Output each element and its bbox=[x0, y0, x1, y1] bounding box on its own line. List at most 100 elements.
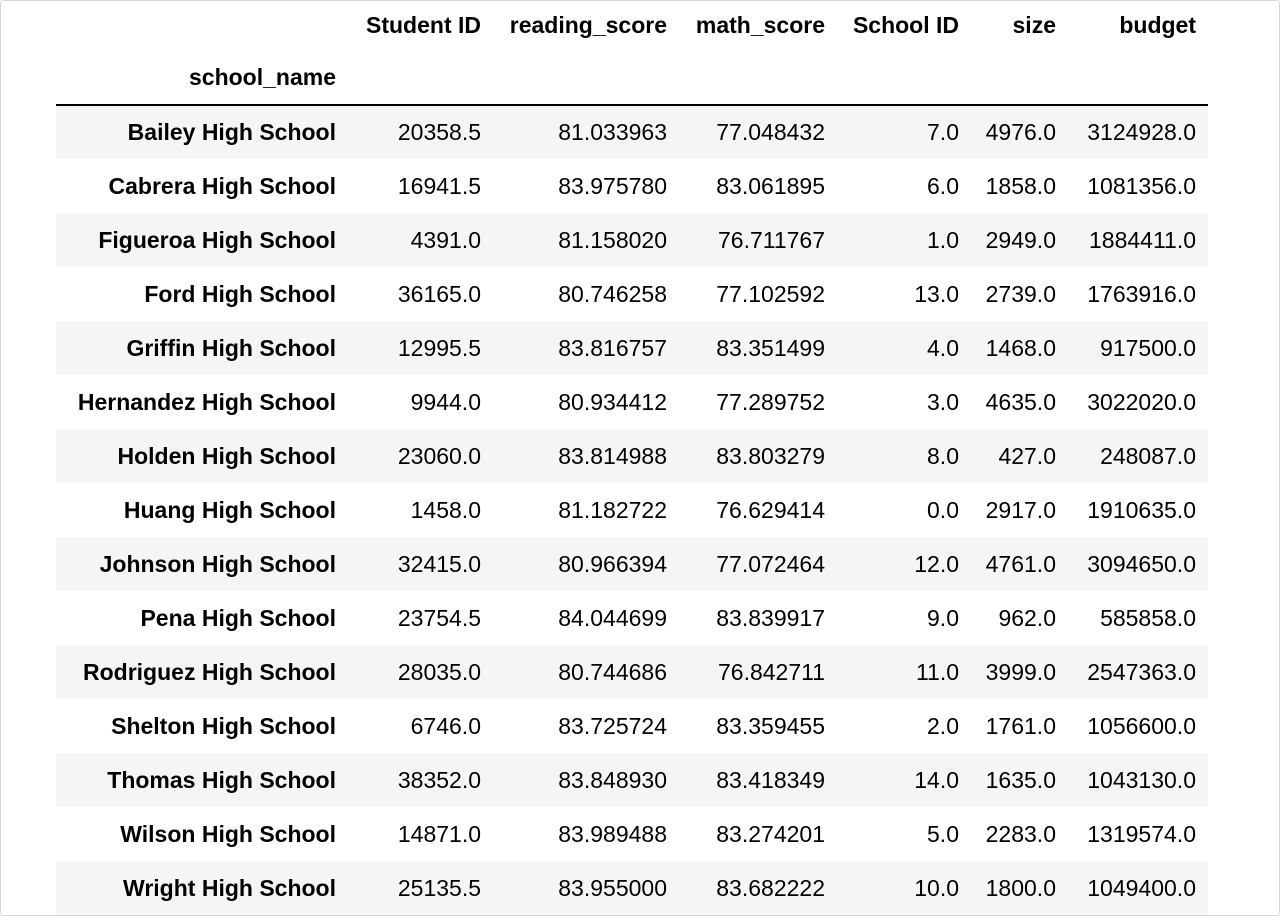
table-cell: 4976.0 bbox=[985, 119, 1056, 145]
table-cell: 1056600.0 bbox=[1087, 712, 1196, 739]
column-header: Student ID bbox=[366, 11, 481, 38]
row-index-label: Griffin High School bbox=[126, 334, 336, 361]
table-cell: 1468.0 bbox=[985, 334, 1056, 361]
table-cell: 83.955000 bbox=[558, 874, 667, 901]
dataframe-table: Student ID reading_score math_score Scho… bbox=[56, 0, 1208, 915]
table-cell: 1910635.0 bbox=[1087, 496, 1196, 523]
column-header: School ID bbox=[852, 11, 959, 38]
row-index-label: Pena High School bbox=[140, 604, 336, 631]
table-row: Holden High School 23060.0 83.814988 83.803… bbox=[56, 429, 1208, 483]
table-cell: 5.0 bbox=[927, 820, 959, 847]
table-cell: 1319574.0 bbox=[1087, 820, 1196, 847]
row-index-label: Bailey High School bbox=[127, 119, 336, 145]
table-cell: 427.0 bbox=[998, 442, 1056, 469]
row-index-label: Wright High School bbox=[123, 874, 336, 901]
table-row: Rodriguez High School 28035.0 80.744686 76.… bbox=[56, 645, 1208, 699]
table-cell: 4391.0 bbox=[410, 226, 481, 253]
table-cell: 9.0 bbox=[927, 604, 959, 631]
table-cell: 962.0 bbox=[998, 604, 1056, 631]
table-cell: 13.0 bbox=[914, 280, 959, 307]
table-row: Wilson High School 14871.0 83.989488 83.274… bbox=[56, 807, 1208, 861]
table-cell: 917500.0 bbox=[1100, 334, 1196, 361]
table-body: Bailey High School 20358.5 81.033963 77.048… bbox=[56, 105, 1208, 915]
row-index-label: Wilson High School bbox=[120, 820, 336, 847]
table-cell: 3124928.0 bbox=[1087, 119, 1196, 145]
table-cell: 0.0 bbox=[927, 496, 959, 523]
table-cell: 80.746258 bbox=[558, 280, 667, 307]
table-cell: 2547363.0 bbox=[1087, 658, 1196, 685]
index-header-row: school_name bbox=[56, 50, 1208, 106]
column-header: size bbox=[1012, 11, 1056, 38]
table-row: Shelton High School 6746.0 83.725724 83.359… bbox=[56, 699, 1208, 753]
table-cell: 83.814988 bbox=[558, 442, 667, 469]
row-index-label: Cabrera High School bbox=[108, 172, 336, 199]
table-cell: 23754.5 bbox=[397, 604, 481, 631]
row-index-label: Rodriguez High School bbox=[83, 658, 336, 685]
table-cell: 81.033963 bbox=[558, 119, 667, 145]
table-cell: 1081356.0 bbox=[1087, 172, 1196, 199]
table-cell: 23060.0 bbox=[397, 442, 481, 469]
table-cell: 2.0 bbox=[927, 712, 959, 739]
table-cell: 83.839917 bbox=[716, 604, 825, 631]
table-cell: 2739.0 bbox=[985, 280, 1056, 307]
table-cell: 81.158020 bbox=[558, 226, 667, 253]
table-cell: 25135.5 bbox=[397, 874, 481, 901]
table-cell: 77.289752 bbox=[716, 388, 825, 415]
table-cell: 80.934412 bbox=[558, 388, 667, 415]
table-cell: 1458.0 bbox=[410, 496, 481, 523]
row-index-label: Huang High School bbox=[123, 496, 336, 523]
table-cell: 81.182722 bbox=[558, 496, 667, 523]
row-index-label: Johnson High School bbox=[99, 550, 336, 577]
header-corner bbox=[56, 0, 348, 50]
table-cell: 1858.0 bbox=[985, 172, 1056, 199]
table-cell: 32415.0 bbox=[397, 550, 481, 577]
table-cell: 76.842711 bbox=[717, 658, 825, 685]
table-cell: 1884411.0 bbox=[1088, 226, 1196, 253]
table-cell: 83.061895 bbox=[716, 172, 825, 199]
table-cell: 3999.0 bbox=[985, 658, 1056, 685]
table-row: Johnson High School 32415.0 80.966394 77.07… bbox=[56, 537, 1208, 591]
row-index-label: Hernandez High School bbox=[77, 388, 336, 415]
table-cell: 83.975780 bbox=[558, 172, 667, 199]
table-cell: 14871.0 bbox=[397, 820, 481, 847]
table-cell: 77.048432 bbox=[716, 119, 825, 145]
table-cell: 12.0 bbox=[914, 550, 959, 577]
table-row: Thomas High School 38352.0 83.848930 83.418… bbox=[56, 753, 1208, 807]
table-cell: 28035.0 bbox=[397, 658, 481, 685]
table-cell: 6746.0 bbox=[410, 712, 481, 739]
table-cell: 83.351499 bbox=[716, 334, 825, 361]
table-cell: 2917.0 bbox=[985, 496, 1056, 523]
table-cell: 76.711767 bbox=[717, 226, 825, 253]
table-cell: 8.0 bbox=[927, 442, 959, 469]
table-cell: 4635.0 bbox=[985, 388, 1056, 415]
table-cell: 83.682222 bbox=[716, 874, 825, 901]
table-cell: 1049400.0 bbox=[1087, 874, 1196, 901]
column-header: budget bbox=[1119, 11, 1196, 38]
table-row: Griffin High School 12995.5 83.816757 83.35… bbox=[56, 321, 1208, 375]
table-cell: 1043130.0 bbox=[1087, 766, 1196, 793]
table-row: Hernandez High School 9944.0 80.934412 77.2… bbox=[56, 375, 1208, 429]
table-row: Ford High School 36165.0 80.746258 77.10259… bbox=[56, 267, 1208, 321]
column-header-row: Student ID reading_score math_score Scho… bbox=[56, 0, 1208, 50]
table-cell: 3.0 bbox=[927, 388, 959, 415]
column-header: math_score bbox=[695, 11, 825, 38]
table-cell: 83.274201 bbox=[716, 820, 825, 847]
table-cell: 84.044699 bbox=[558, 604, 667, 631]
table-row: Cabrera High School 16941.5 83.975780 83.06… bbox=[56, 159, 1208, 213]
table-header: Student ID reading_score math_score Scho… bbox=[56, 0, 1208, 106]
column-header: reading_score bbox=[509, 11, 667, 38]
table-cell: 77.102592 bbox=[716, 280, 825, 307]
table-cell: 4761.0 bbox=[985, 550, 1056, 577]
table-cell: 36165.0 bbox=[397, 280, 481, 307]
table-cell: 1635.0 bbox=[985, 766, 1056, 793]
table-cell: 83.848930 bbox=[558, 766, 667, 793]
table-cell: 7.0 bbox=[927, 119, 959, 145]
table-cell: 3022020.0 bbox=[1087, 388, 1196, 415]
table-cell: 2949.0 bbox=[985, 226, 1056, 253]
table-cell: 10.0 bbox=[914, 874, 959, 901]
table-row: Huang High School 1458.0 81.182722 76.62941… bbox=[56, 483, 1208, 537]
table-cell: 80.744686 bbox=[558, 658, 667, 685]
row-index-label: Ford High School bbox=[144, 280, 336, 307]
table-row: Wright High School 25135.5 83.955000 83.682… bbox=[56, 861, 1208, 915]
table-cell: 83.803279 bbox=[716, 442, 825, 469]
